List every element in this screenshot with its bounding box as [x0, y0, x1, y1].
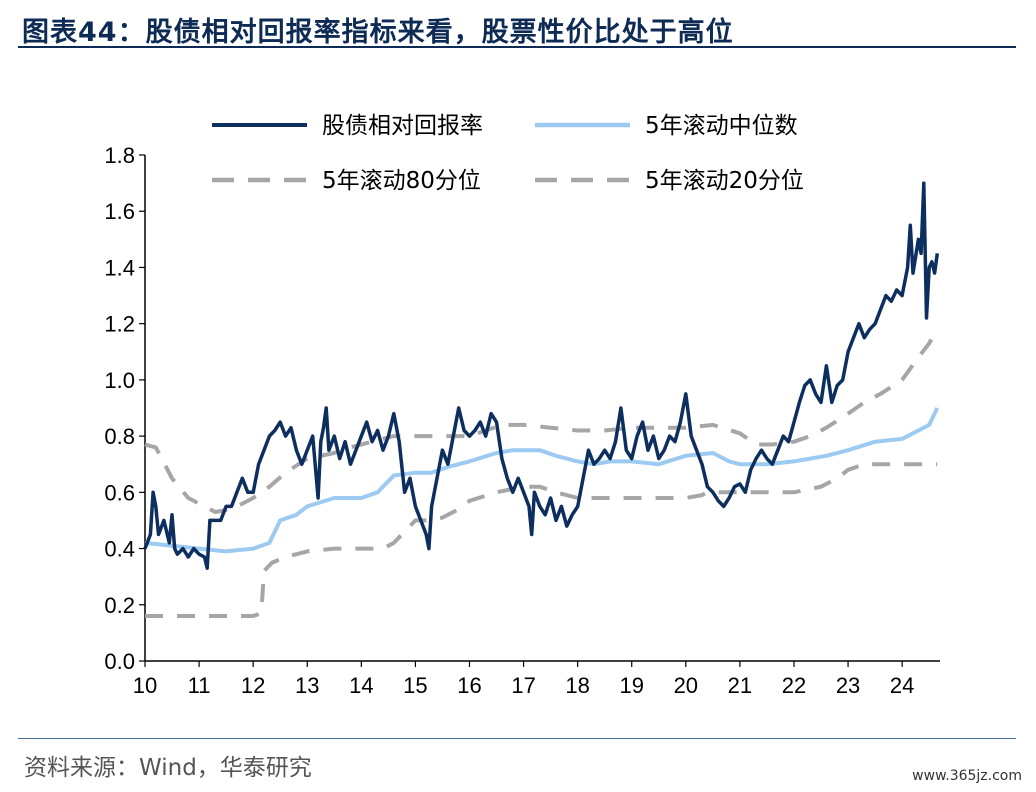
- legend-label-p80: 5年滚动80分位: [322, 168, 481, 194]
- x-tick-label: 12: [241, 673, 265, 698]
- source-divider: [18, 738, 1016, 739]
- x-tick-label: 10: [133, 673, 157, 698]
- x-tick-label: 19: [619, 673, 643, 698]
- y-tick-label: 0.8: [104, 424, 135, 449]
- y-tick-label: 1.6: [104, 199, 135, 224]
- y-tick-label: 1.0: [104, 368, 135, 393]
- series-line-p20: [145, 462, 938, 618]
- x-tick-label: 14: [349, 673, 373, 698]
- figure-title: 图表44：股债相对回报率指标来看，股票性价比处于高位: [22, 17, 734, 48]
- axes: 0.0 0.2 0.4 0.6 0.8 1.0 1.2 1.4 1.6 1.8 10 11 12 13 14…: [104, 143, 940, 698]
- title-divider: [18, 46, 1016, 48]
- x-tick-label: 16: [457, 673, 481, 698]
- x-tick-label: 13: [295, 673, 319, 698]
- legend-label-p20: 5年滚动20分位: [645, 168, 804, 194]
- x-tick-label: 21: [728, 673, 752, 698]
- x-tick-label: 15: [403, 673, 427, 698]
- legend-label-ratio: 股债相对回报率: [322, 113, 483, 139]
- y-tick-label: 0.0: [104, 649, 135, 674]
- y-tick-label: 1.4: [104, 255, 135, 280]
- y-tick-label: 1.8: [104, 143, 135, 168]
- series-line-ratio: [143, 181, 940, 570]
- x-tick-label: 17: [511, 673, 535, 698]
- y-tick-label: 0.6: [104, 480, 135, 505]
- x-tick-label: 23: [836, 673, 860, 698]
- x-tick-label: 11: [188, 673, 211, 698]
- source-note: 资料来源：Wind，华泰研究: [24, 755, 312, 781]
- y-tick-label: 1.2: [104, 312, 135, 337]
- y-tick-label: 0.2: [104, 593, 135, 618]
- x-tick-label: 20: [674, 673, 698, 698]
- x-tick-label: 24: [890, 673, 914, 698]
- series-layer: [143, 181, 940, 618]
- series-line-median: [144, 407, 940, 554]
- legend: 股债相对回报率 5年滚动中位数 5年滚动80分位 5年滚动20分位: [212, 113, 804, 194]
- series-line-p80: [144, 328, 940, 514]
- watermark: www.365jz.com: [912, 768, 1022, 784]
- y-tick-label: 0.4: [104, 537, 135, 562]
- x-tick-label: 18: [565, 673, 589, 698]
- x-tick-label: 22: [782, 673, 806, 698]
- legend-label-median: 5年滚动中位数: [645, 113, 798, 139]
